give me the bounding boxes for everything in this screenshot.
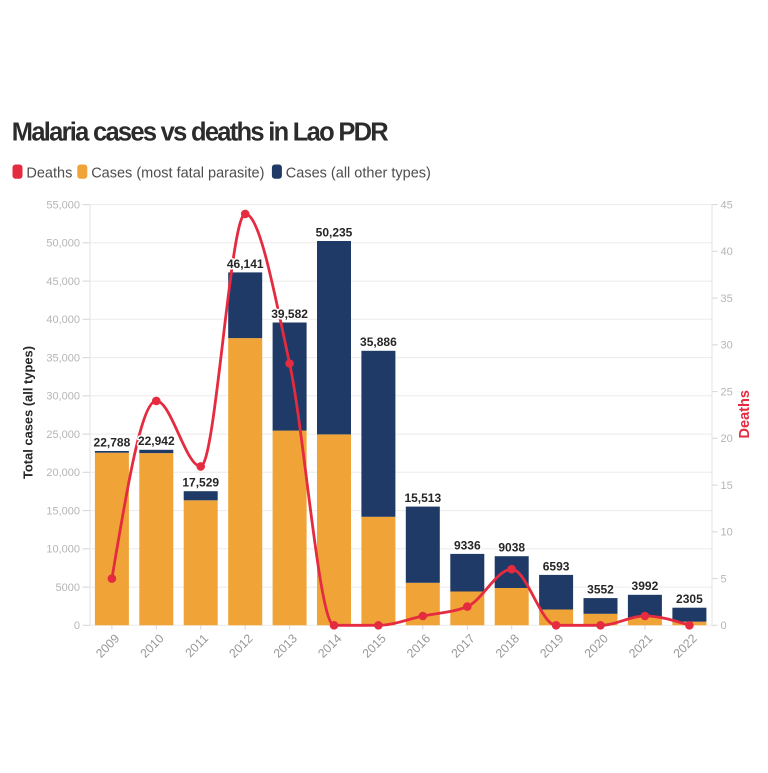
svg-text:Deaths: Deaths [26, 165, 72, 181]
svg-text:3992: 3992 [632, 579, 659, 593]
svg-text:35,000: 35,000 [46, 353, 80, 365]
svg-text:15,000: 15,000 [46, 506, 80, 518]
svg-text:35,886: 35,886 [360, 335, 397, 349]
svg-text:2015: 2015 [360, 631, 389, 660]
svg-text:50,000: 50,000 [46, 238, 80, 250]
svg-text:9038: 9038 [498, 541, 525, 555]
svg-text:2017: 2017 [448, 631, 477, 660]
svg-text:10: 10 [721, 527, 733, 539]
svg-text:25,000: 25,000 [46, 429, 80, 441]
svg-text:40: 40 [721, 246, 733, 258]
svg-text:Deaths: Deaths [737, 390, 753, 438]
svg-text:45: 45 [721, 200, 733, 212]
svg-text:25: 25 [721, 387, 733, 399]
svg-text:15,513: 15,513 [404, 491, 441, 505]
svg-text:0: 0 [74, 620, 80, 632]
svg-text:22,788: 22,788 [94, 435, 131, 449]
svg-text:20: 20 [721, 433, 733, 445]
svg-text:2012: 2012 [226, 631, 255, 660]
svg-text:30: 30 [721, 340, 733, 352]
svg-text:Cases (most fatal parasite): Cases (most fatal parasite) [91, 165, 264, 181]
svg-text:30,000: 30,000 [46, 391, 80, 403]
svg-text:2013: 2013 [271, 631, 300, 660]
svg-text:55,000: 55,000 [46, 200, 80, 212]
svg-text:5000: 5000 [56, 582, 80, 594]
svg-text:2019: 2019 [537, 631, 566, 660]
svg-text:2018: 2018 [493, 631, 522, 660]
svg-text:2016: 2016 [404, 631, 433, 660]
svg-text:3552: 3552 [587, 583, 614, 597]
svg-text:40,000: 40,000 [46, 314, 80, 326]
svg-text:45,000: 45,000 [46, 276, 80, 288]
svg-text:6593: 6593 [543, 559, 570, 573]
svg-text:35: 35 [721, 293, 733, 305]
svg-text:Total cases (all types): Total cases (all types) [21, 346, 36, 479]
svg-text:20,000: 20,000 [46, 467, 80, 479]
svg-text:46,141: 46,141 [227, 257, 264, 271]
svg-text:50,235: 50,235 [316, 225, 353, 239]
svg-text:9336: 9336 [454, 538, 481, 552]
svg-text:Malaria cases vs deaths in Lao: Malaria cases vs deaths in Lao PDR [12, 118, 389, 146]
svg-text:17,529: 17,529 [182, 476, 219, 490]
svg-text:2021: 2021 [626, 631, 655, 660]
svg-text:2014: 2014 [315, 631, 344, 660]
svg-text:22,942: 22,942 [138, 434, 175, 448]
svg-text:2009: 2009 [93, 631, 122, 660]
svg-text:15: 15 [721, 480, 733, 492]
svg-text:Cases (all other types): Cases (all other types) [286, 165, 431, 181]
svg-text:2011: 2011 [183, 631, 212, 660]
svg-text:10,000: 10,000 [46, 544, 80, 556]
svg-text:39,582: 39,582 [271, 307, 308, 321]
svg-text:2020: 2020 [582, 631, 611, 660]
svg-text:2010: 2010 [137, 631, 166, 660]
svg-text:2022: 2022 [671, 631, 700, 660]
svg-text:0: 0 [721, 620, 727, 632]
svg-text:2305: 2305 [676, 592, 703, 606]
svg-text:5: 5 [721, 574, 727, 586]
